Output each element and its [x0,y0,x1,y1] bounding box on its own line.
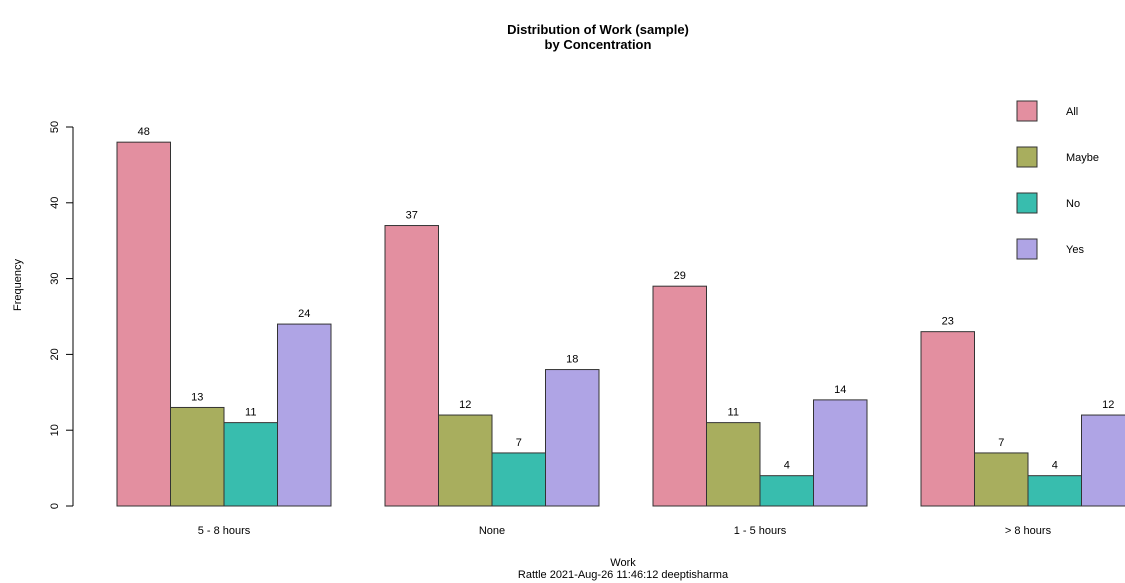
data-label: 37 [406,210,418,222]
legend-label: Yes [1066,244,1084,256]
bar [491,452,546,507]
data-label: 4 [784,460,790,472]
data-label: 4 [1052,460,1058,472]
y-tick-label: 10 [49,424,61,436]
bar [438,414,493,507]
legend-label: No [1066,198,1080,210]
x-tick-label: 5 - 8 hours [198,525,251,537]
bar [1081,414,1125,507]
bar [277,323,332,507]
y-tick-label: 30 [49,272,61,284]
data-label: 14 [834,384,846,396]
bar [652,285,707,507]
bar [170,406,225,507]
y-tick-label: 20 [49,348,61,360]
data-label: 12 [459,399,471,411]
legend-swatch [1016,100,1038,122]
bar [384,225,439,507]
legend-swatch [1016,192,1038,214]
y-tick-label: 0 [49,503,61,509]
bars-group [116,141,1125,507]
data-label: 7 [516,437,522,449]
data-label: 24 [298,308,310,320]
data-label: 11 [728,407,739,419]
bar [116,141,171,507]
bar [545,369,600,507]
data-label: 11 [245,407,256,419]
bar [920,331,975,507]
y-axis: 0 10 20 30 40 50 [49,121,74,509]
legend-swatch [1016,238,1038,260]
chart-subtitle: by Concentration [545,37,652,52]
legend-swatch [1016,146,1038,168]
data-label: 7 [998,437,1004,449]
data-label: 23 [942,316,954,328]
y-tick-label: 40 [49,197,61,209]
bar [813,399,868,507]
legend-label: Maybe [1066,152,1099,164]
y-tick-label: 50 [49,121,61,133]
x-tick-label: > 8 hours [1005,525,1052,537]
x-tick-label: 1 - 5 hours [734,525,787,537]
bar [1027,475,1082,507]
bar [759,475,814,507]
legend-label: All [1066,106,1078,118]
data-label: 48 [138,126,150,138]
data-label: 18 [566,354,578,366]
bar [974,452,1029,507]
x-axis-label: Work [610,557,636,569]
bar [223,422,278,507]
caption: Rattle 2021-Aug-26 11:46:12 deeptisharma [518,569,729,581]
y-axis-label: Frequency [12,259,24,311]
data-labels-group: 48 13 11 24 37 12 7 18 29 11 4 14 23 7 4 12 [138,126,1115,472]
x-tick-label: None [479,525,505,537]
bar [706,422,761,507]
chart-title: Distribution of Work (sample) [507,22,689,37]
data-label: 12 [1102,399,1114,411]
x-tick-labels: 5 - 8 hours None 1 - 5 hours > 8 hours [198,525,1052,537]
data-label: 13 [191,391,203,403]
data-label: 29 [674,270,686,282]
legend: All Maybe No Yes [1016,100,1099,260]
